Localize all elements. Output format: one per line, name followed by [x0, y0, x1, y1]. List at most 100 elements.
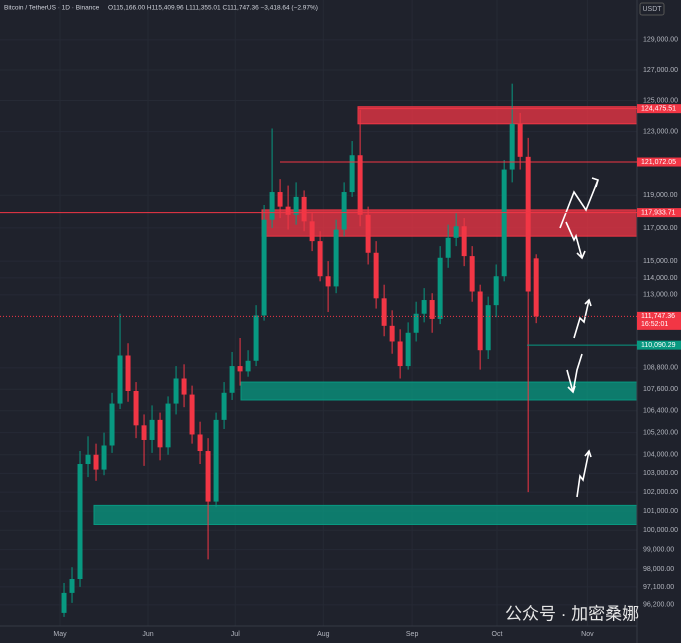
- candle-body: [445, 237, 451, 258]
- candle-body: [429, 300, 435, 319]
- candle-body: [125, 355, 131, 391]
- candle-body: [165, 403, 171, 448]
- x-tick-label: Jul: [231, 631, 240, 638]
- y-tick-label: 125,000.00: [643, 97, 678, 104]
- zone: [261, 209, 638, 237]
- y-tick-label: 103,000.00: [643, 470, 678, 477]
- y-tick-label: 113,000.00: [643, 292, 678, 299]
- y-tick-label: 129,000.00: [643, 37, 678, 44]
- currency: USDT: [642, 6, 662, 13]
- ohlc-readout: O115,166.00 H115,409.96 L111,355.01 C111…: [108, 5, 318, 12]
- candle-body: [381, 298, 387, 326]
- candle-body: [309, 221, 315, 242]
- candle-body: [213, 419, 219, 502]
- candle-body: [205, 451, 211, 502]
- zone: [357, 106, 638, 125]
- y-tick-label: 99,000.00: [643, 546, 674, 553]
- y-tick-label: 105,200.00: [643, 429, 678, 436]
- candle-body: [389, 325, 395, 342]
- y-tick-label: 102,000.00: [643, 489, 678, 496]
- y-tick-label: 98,000.00: [643, 566, 674, 573]
- candle-body: [325, 276, 331, 287]
- candle-body: [141, 425, 147, 440]
- candle-body: [413, 313, 419, 333]
- candle-body: [85, 454, 91, 465]
- candle-body: [493, 276, 499, 306]
- watermark: 公众号 · 加密桑娜: [505, 604, 639, 623]
- candle-body: [173, 378, 179, 404]
- candle-body: [349, 155, 355, 193]
- candle-body: [485, 305, 491, 351]
- y-tick-label: 104,000.00: [643, 452, 678, 459]
- y-tick-label: 108,800.00: [643, 365, 678, 372]
- candle-body: [525, 156, 531, 292]
- countdown: 16:52:01: [641, 321, 668, 328]
- price-tag-label: 121,072.05: [641, 159, 676, 166]
- candle-body: [333, 229, 339, 287]
- x-tick-label: Sep: [406, 631, 419, 638]
- candle-body: [517, 123, 523, 157]
- candle-body: [277, 192, 283, 207]
- candle-body: [133, 390, 139, 426]
- candle-body: [197, 434, 203, 452]
- candle-body: [245, 360, 251, 372]
- candle-body: [469, 256, 475, 292]
- candle-body: [253, 315, 259, 361]
- candle-body: [453, 226, 459, 238]
- x-tick-label: Nov: [581, 631, 594, 638]
- candle-body: [101, 445, 107, 470]
- x-tick-label: May: [53, 631, 67, 638]
- candle-body: [509, 123, 515, 170]
- candle-body: [421, 300, 427, 314]
- candle-body: [189, 394, 195, 435]
- y-tick-label: 97,100.00: [643, 584, 674, 591]
- candles: [61, 83, 539, 617]
- candle-body: [77, 464, 83, 580]
- candle-body: [293, 196, 299, 215]
- price-tag: [637, 157, 681, 167]
- candle-body: [357, 155, 363, 215]
- price-tag-label: 117,933.71: [641, 209, 676, 216]
- zone: [240, 381, 638, 401]
- candle-body: [285, 206, 291, 215]
- candle-body: [261, 219, 267, 316]
- y-tick-label: 127,000.00: [643, 67, 678, 74]
- y-tick-label: 119,000.00: [643, 192, 678, 199]
- candle-body: [237, 366, 243, 372]
- candle-body: [397, 341, 403, 367]
- y-tick-label: 106,400.00: [643, 408, 678, 415]
- candle-body: [149, 419, 155, 440]
- zone: [93, 504, 638, 525]
- candle-body: [61, 592, 67, 613]
- chart-title: Bitcoin / TetherUS · 1D · Binance: [4, 5, 100, 12]
- candle-body: [533, 258, 539, 317]
- x-tick-label: Aug: [317, 631, 330, 638]
- y-tick-label: 107,600.00: [643, 386, 678, 393]
- candle-body: [93, 454, 99, 470]
- price-tag-label: 124,475.51: [641, 105, 676, 112]
- candle-body: [437, 257, 443, 319]
- candle-body: [69, 579, 75, 593]
- candle-body: [269, 192, 275, 220]
- candle-body: [109, 403, 115, 446]
- x-tick-label: Jun: [142, 631, 153, 638]
- candle-body: [117, 355, 123, 404]
- candle-body: [405, 332, 411, 367]
- price-tag-label: 111,747.36: [641, 313, 675, 320]
- candle-body: [461, 226, 467, 257]
- candle-body: [221, 392, 227, 420]
- zones: [93, 106, 638, 525]
- currency-box: [639, 2, 665, 16]
- price-tag: [637, 208, 681, 218]
- candle-body: [341, 192, 347, 230]
- y-tick-label: 101,000.00: [643, 508, 678, 515]
- arrows: [559, 177, 599, 498]
- candle-body: [229, 366, 235, 393]
- price-tag: [637, 104, 681, 114]
- candle-body: [501, 169, 507, 277]
- price-tag-label: 110,090.29: [641, 342, 676, 349]
- y-tick-label: 96,200.00: [643, 602, 674, 609]
- candle-body: [301, 196, 307, 222]
- y-tick-label: 100,000.00: [643, 527, 678, 534]
